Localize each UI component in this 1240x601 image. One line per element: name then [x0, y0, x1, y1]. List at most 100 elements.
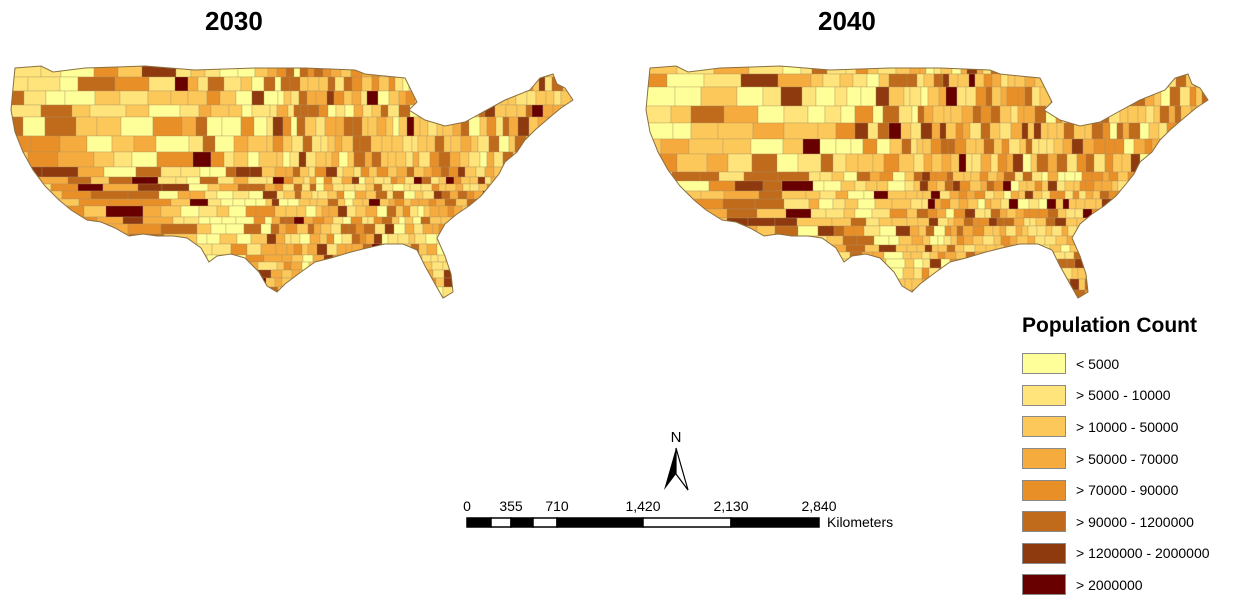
county-cell: [567, 261, 573, 271]
county-cell: [447, 243, 458, 256]
legend-label: > 90000 - 1200000: [1076, 513, 1194, 530]
county-cell: [448, 166, 459, 178]
county-cell: [404, 269, 417, 279]
county-cell: [378, 76, 390, 92]
county-cell: [11, 216, 40, 225]
county-cell: [1021, 225, 1029, 237]
county-cell: [962, 278, 972, 291]
county-cell: [421, 176, 432, 185]
county-cell: [466, 223, 474, 235]
county-cell: [531, 104, 544, 118]
county-cell: [1073, 73, 1084, 88]
county-cell: [676, 309, 703, 310]
county-cell: [125, 104, 150, 118]
county-cell: [77, 76, 116, 92]
county-cell: [495, 261, 504, 271]
county-cell: [950, 225, 958, 237]
county-cell: [1085, 153, 1095, 173]
county-cell: [157, 176, 177, 185]
county-cell: [1199, 235, 1208, 246]
county-cell: [704, 258, 724, 269]
county-cell: [877, 122, 890, 140]
county-cell: [1123, 244, 1135, 253]
county-cell: [1197, 138, 1208, 155]
county-cell: [455, 198, 468, 207]
county-cell: [935, 278, 945, 291]
county-cell: [1134, 66, 1147, 75]
county-cell: [290, 90, 300, 106]
county-cell: [669, 251, 702, 260]
scale-bar-segment: [510, 517, 534, 528]
county-cell: [453, 90, 463, 106]
county-cell: [381, 183, 394, 192]
county-cell: [1098, 244, 1109, 253]
county-cell: [278, 223, 287, 235]
county-cell: [759, 258, 791, 269]
county-cell: [217, 176, 235, 185]
county-cell: [181, 116, 197, 137]
county-cell: [344, 198, 354, 207]
county-cell: [219, 183, 239, 192]
scale-bar-segment: [642, 517, 732, 528]
county-cell: [316, 243, 328, 256]
county-cell: [357, 269, 366, 279]
county-cell: [89, 104, 127, 118]
legend-item: > 2000000: [1022, 569, 1237, 601]
county-cell: [175, 176, 188, 185]
county-cell: [521, 198, 534, 207]
county-cell: [1037, 66, 1045, 75]
county-cell: [566, 205, 573, 218]
county-cell: [464, 166, 477, 178]
county-cell: [951, 300, 959, 309]
county-cell: [387, 104, 400, 118]
county-cell: [888, 73, 908, 88]
county-cell: [389, 296, 397, 298]
county-cell: [996, 217, 1005, 227]
county-cell: [199, 166, 211, 178]
county-cell: [1206, 235, 1208, 246]
county-cell: [1153, 86, 1162, 107]
county-cell: [1128, 180, 1139, 192]
county-cell: [956, 225, 964, 237]
county-cell: [949, 190, 960, 200]
county-cell: [319, 261, 328, 271]
county-cell: [438, 176, 447, 185]
county-cell: [1165, 208, 1173, 219]
county-cell: [1148, 122, 1160, 140]
county-cell: [916, 300, 922, 309]
county-cell: [379, 66, 388, 78]
county-cell: [906, 217, 919, 227]
county-cell: [1140, 217, 1148, 227]
county-cell: [501, 166, 513, 178]
county-cell: [484, 243, 494, 256]
county-cell: [1082, 73, 1094, 88]
county-cell: [1069, 278, 1080, 291]
county-cell: [1109, 73, 1117, 88]
county-cell: [369, 254, 382, 263]
county-cell: [241, 104, 253, 118]
county-cell: [532, 198, 544, 207]
county-cell: [1112, 225, 1123, 237]
county-cell: [337, 205, 348, 218]
county-cell: [341, 176, 353, 185]
county-cell: [1055, 267, 1063, 280]
county-cell: [195, 116, 208, 137]
county-cell: [241, 296, 256, 298]
county-cell: [513, 216, 525, 225]
county-cell: [803, 300, 814, 309]
county-cell: [456, 243, 469, 256]
county-cell: [274, 183, 284, 192]
county-cell: [566, 116, 573, 137]
county-cell: [943, 105, 952, 124]
county-cell: [409, 205, 419, 218]
county-cell: [454, 277, 467, 288]
county-cell: [489, 254, 498, 263]
county-cell: [1148, 198, 1159, 210]
county-cell: [254, 296, 275, 298]
county-cell: [1145, 66, 1155, 75]
county-cell: [1053, 309, 1061, 310]
legend-label: < 5000: [1076, 355, 1120, 372]
county-cell: [1012, 153, 1024, 173]
county-cell: [532, 233, 543, 245]
county-cell: [1209, 60, 1220, 74]
